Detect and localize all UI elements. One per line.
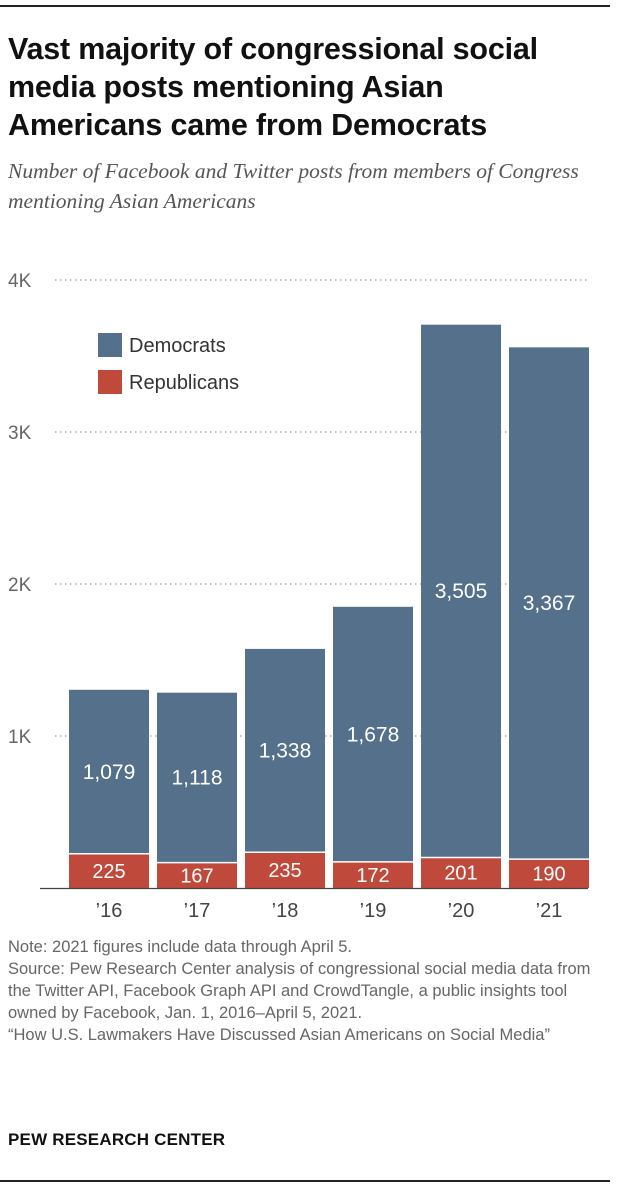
x-tick-label: ’20 (448, 900, 475, 920)
notes: Note: 2021 figures include data through … (8, 936, 608, 1046)
value-label-democrats: 1,079 (83, 761, 136, 784)
y-tick-label: 2K (8, 575, 32, 596)
legend-label-democrats: Democrats (129, 335, 226, 357)
value-label-republicans: 201 (444, 863, 477, 885)
legend-swatch-democrats (98, 333, 122, 357)
bar-republicans (157, 862, 237, 888)
bar-republicans (421, 857, 501, 888)
chart-subtitle: Number of Facebook and Twitter posts fro… (8, 159, 579, 213)
bar-democrats (245, 648, 325, 853)
x-tick-label: ’18 (272, 900, 299, 920)
value-label-democrats: 1,118 (172, 767, 223, 790)
value-label-republicans: 167 (180, 865, 213, 887)
value-label-democrats: 1,338 (259, 740, 312, 763)
y-tick-label: 3K (8, 423, 32, 444)
bar-democrats (157, 692, 237, 863)
source-line: Source: Pew Research Center analysis of … (8, 960, 591, 1022)
value-label-democrats: 3,505 (435, 580, 488, 603)
bar-republicans (509, 859, 589, 888)
pew-logo: PEW RESEARCH CENTER (8, 1130, 226, 1149)
top-rule (0, 5, 610, 7)
y-tick-label: 1K (8, 727, 32, 748)
bar-democrats (69, 689, 149, 854)
note-line: Note: 2021 figures include data through … (8, 938, 352, 956)
value-label-democrats: 3,367 (523, 592, 576, 615)
x-tick-label: ’16 (96, 900, 123, 920)
value-label-republicans: 235 (268, 860, 301, 882)
report-title-line: “How U.S. Lawmakers Have Discussed Asian… (8, 1026, 550, 1044)
x-tick-label: ’21 (536, 900, 563, 920)
bar-republicans (69, 853, 149, 888)
bar-republicans (333, 861, 413, 888)
bar-democrats (333, 606, 413, 862)
value-label-democrats: 1,678 (347, 723, 400, 746)
legend-swatch-republicans (98, 370, 122, 394)
bar-democrats (421, 324, 501, 858)
bottom-rule (0, 1180, 610, 1182)
stacked-bar-chart: 1K 2K 3K 4K 225 1,079 ’16 167 1,118 ’17 235 1,338 ’1… (8, 271, 589, 920)
value-label-republicans: 190 (532, 864, 565, 886)
bar-republicans (245, 852, 325, 888)
bar-democrats (509, 347, 589, 860)
legend-label-republicans: Republicans (129, 372, 239, 394)
value-label-republicans: 225 (92, 861, 125, 883)
x-tick-label: ’19 (360, 900, 387, 920)
x-tick-label: ’17 (184, 900, 211, 920)
y-tick-label: 4K (8, 271, 32, 292)
value-label-republicans: 172 (356, 865, 389, 887)
chart-title: Vast majority of congressional social me… (8, 32, 538, 142)
